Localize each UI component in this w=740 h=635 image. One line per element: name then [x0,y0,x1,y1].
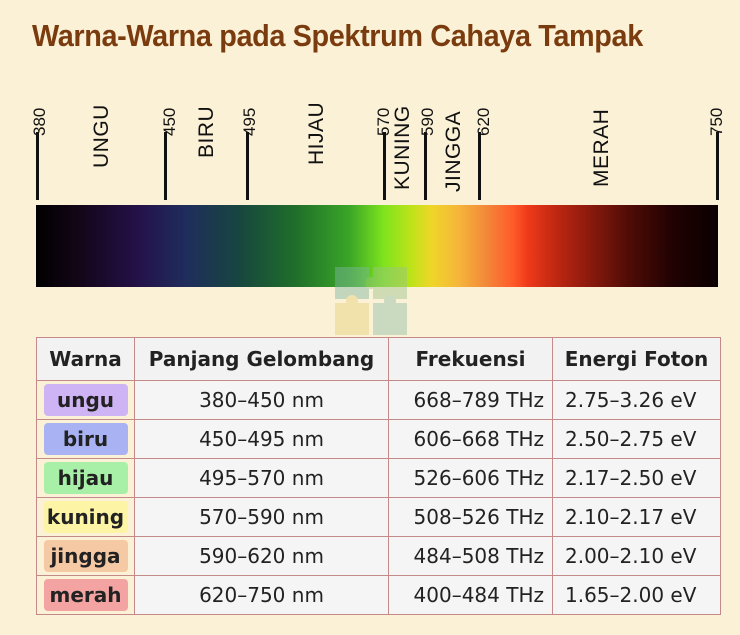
energy-cell: 2.17–2.50 eV [552,458,721,498]
wavelength-cell: 590–620 nm [134,536,389,576]
color-swatch: hijau [43,462,128,494]
page-title: Warna-Warna pada Spektrum Cahaya Tampak [32,18,643,53]
color-swatch: ungu [43,384,128,416]
color-swatch: jingga [43,540,128,572]
tick-570 [383,132,386,200]
wavelength-cell: 570–590 nm [134,497,389,537]
tick-450 [164,132,167,200]
color-name-cell: hijau [36,458,135,498]
band-label-jingga: JINGGA [442,110,465,192]
color-name-cell: kuning [36,497,135,537]
color-swatch: kuning [43,501,128,533]
wavelength-scale: 380 450 495 570 590 620 750 UNGU BIRU HI… [0,0,740,210]
wavelength-cell: 495–570 nm [134,458,389,498]
band-label-biru: BIRU [195,105,218,158]
color-swatch: biru [43,423,128,455]
band-label-kuning: KUNING [391,105,414,190]
wavelength-cell: 450–495 nm [134,419,389,459]
tick-380 [36,132,39,200]
table-row: jingga 590–620 nm 484–508 THz 2.00–2.10 … [36,536,721,576]
tick-label-450: 450 [160,107,179,136]
color-name-cell: ungu [36,380,135,420]
tick-label-590: 590 [418,107,437,136]
energy-cell: 2.50–2.75 eV [552,419,721,459]
wavelength-cell: 620–750 nm [134,575,389,615]
tick-label-495: 495 [240,107,259,136]
color-name-cell: merah [36,575,135,615]
band-label-hijau: HIJAU [305,101,328,165]
energy-cell: 2.75–3.26 eV [552,380,721,420]
tick-label-380: 380 [30,107,49,136]
table-row: ungu 380–450 nm 668–789 THz 2.75–3.26 eV [36,380,721,420]
tick-495 [246,132,249,200]
color-data-table: Warna Panjang Gelombang Frekuensi Energi… [36,337,721,615]
visible-spectrum-bar [36,205,718,287]
header-energi-foton: Energi Foton [552,337,721,381]
table-row: biru 450–495 nm 606–668 THz 2.50–2.75 eV [36,419,721,459]
tick-620 [478,132,481,200]
tick-590 [424,132,427,200]
color-name-cell: biru [36,419,135,459]
band-label-merah: MERAH [590,108,613,187]
tick-label-750: 750 [707,107,726,136]
table-header-row: Warna Panjang Gelombang Frekuensi Energi… [36,337,721,381]
energy-cell: 2.00–2.10 eV [552,536,721,576]
color-name-cell: jingga [36,536,135,576]
color-swatch: merah [43,579,128,611]
wavelength-cell: 380–450 nm [134,380,389,420]
energy-cell: 2.10–2.17 eV [552,497,721,537]
header-frekuensi: Frekuensi [388,337,553,381]
header-warna: Warna [36,337,135,381]
frequency-cell: 400–484 THz [388,575,553,615]
table-row: kuning 570–590 nm 508–526 THz 2.10–2.17 … [36,497,721,537]
table-row: merah 620–750 nm 400–484 THz 1.65–2.00 e… [36,575,721,615]
tick-750 [716,132,719,200]
frequency-cell: 526–606 THz [388,458,553,498]
frequency-cell: 606–668 THz [388,419,553,459]
tick-label-620: 620 [474,107,493,136]
frequency-cell: 484–508 THz [388,536,553,576]
header-panjang-gelombang: Panjang Gelombang [134,337,389,381]
frequency-cell: 508–526 THz [388,497,553,537]
table-row: hijau 495–570 nm 526–606 THz 2.17–2.50 e… [36,458,721,498]
energy-cell: 1.65–2.00 eV [552,575,721,615]
puzzle-logo-icon [335,267,407,335]
frequency-cell: 668–789 THz [388,380,553,420]
band-label-ungu: UNGU [90,104,113,168]
